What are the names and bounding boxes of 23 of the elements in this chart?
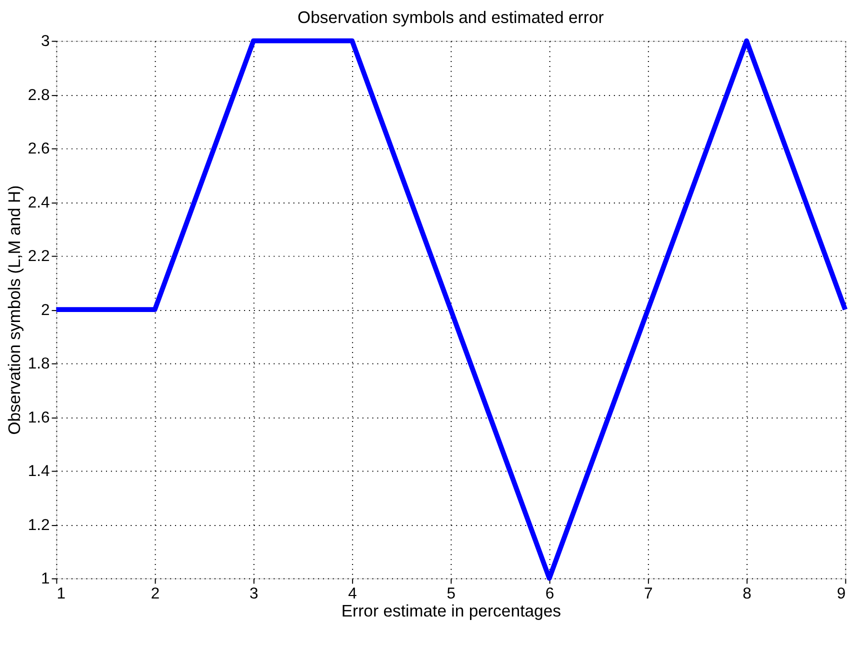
y-tick-label: 2.4 [28,194,50,212]
x-tick-label: 1 [56,586,66,603]
chart-title: Observation symbols and estimated error [298,8,604,28]
x-tick-label: 9 [836,586,846,603]
y-tick-label: 3 [41,33,50,50]
y-tick-label: 2.6 [28,140,50,158]
y-tick-label: 2.2 [28,248,50,266]
x-tick-label: 3 [250,586,259,603]
x-tick-label: 5 [446,586,456,603]
x-tick-label: 6 [545,586,554,603]
y-tick-label: 1.2 [28,516,50,534]
x-tick-label: 2 [150,586,160,603]
y-tick-label: 2.8 [28,86,50,104]
x-tick-label: 7 [644,586,653,603]
y-tick-label: 1 [41,570,50,588]
y-axis-title: Observation symbols (L,M and H) [4,185,24,435]
y-tick-label: 1.8 [28,356,50,373]
x-tick-label: 4 [348,586,358,603]
y-tick-label: 1.4 [28,463,50,480]
y-tick-label: 2 [41,302,50,319]
y-tick-label: 1.6 [28,409,50,426]
x-axis-title: Error estimate in percentages [341,601,562,620]
x-tick-label: 8 [742,586,752,603]
